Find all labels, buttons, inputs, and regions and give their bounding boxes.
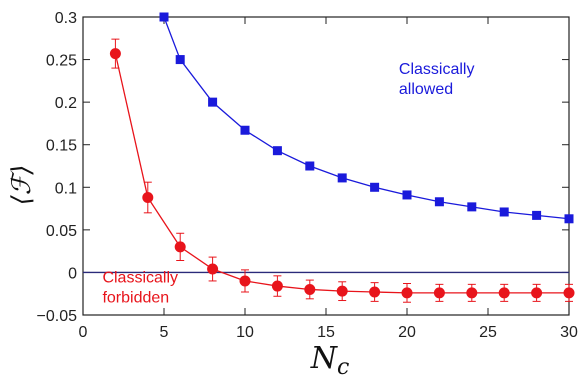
- series-1: [159, 12, 574, 224]
- data-point: [304, 283, 316, 295]
- data-point: [175, 55, 185, 65]
- x-tick-label: 5: [160, 324, 169, 341]
- x-tick-label: 20: [398, 324, 416, 341]
- series-line: [163, 16, 570, 220]
- x-tick-label: 25: [479, 324, 497, 341]
- data-point: [467, 202, 477, 212]
- y-tick-label: 0.15: [46, 138, 77, 155]
- data-point: [174, 241, 186, 253]
- y-tick-label: 0.1: [55, 180, 77, 197]
- data-point: [370, 182, 380, 192]
- data-point: [401, 287, 413, 299]
- x-tick-label: 10: [236, 324, 254, 341]
- x-axis-title-main: N: [310, 341, 339, 376]
- data-point: [240, 125, 250, 135]
- data-point: [239, 275, 251, 287]
- annotation-line: Classically: [102, 270, 178, 287]
- annotation-line: Classically: [399, 61, 475, 78]
- data-point: [433, 287, 445, 299]
- axis-labels-layer: ⟨ℱ⟩ Nc: [7, 165, 349, 377]
- series-2: [109, 38, 575, 303]
- annotation-layer: Classically allowed Classically forbidden: [102, 61, 474, 307]
- data-point: [109, 48, 121, 60]
- data-point: [466, 287, 478, 299]
- annotation-line: forbidden: [102, 290, 169, 307]
- annotation-label: Classically forbidden: [102, 270, 178, 307]
- data-point: [434, 197, 444, 207]
- data-point: [369, 286, 381, 298]
- data-point: [337, 173, 347, 183]
- annotation-label: Classically allowed: [399, 61, 475, 98]
- y-tick-label: 0.05: [46, 223, 77, 240]
- data-point: [159, 12, 169, 22]
- y-tick-label: 0.25: [46, 53, 77, 70]
- y-tick-label: 0: [68, 265, 77, 282]
- data-point: [498, 287, 510, 299]
- data-point: [272, 146, 282, 156]
- series-layer: [109, 12, 575, 303]
- x-axis-title: Nc: [310, 341, 350, 377]
- y-tick-label: 0.3: [55, 10, 77, 27]
- y-tick-label: 0.2: [55, 95, 77, 112]
- data-point: [336, 285, 348, 297]
- data-point: [402, 190, 412, 200]
- data-point: [207, 263, 219, 275]
- y-tick-label: −0.05: [37, 308, 78, 325]
- data-point: [142, 192, 154, 204]
- data-point: [271, 280, 283, 292]
- x-tick-label: 0: [79, 324, 88, 341]
- data-point: [208, 97, 218, 107]
- data-point: [499, 207, 509, 217]
- data-point: [564, 214, 574, 224]
- x-tick-label: 30: [560, 324, 578, 341]
- x-axis-title-subscript: c: [337, 355, 349, 377]
- data-point: [531, 287, 543, 299]
- data-point: [532, 210, 542, 220]
- annotation-line: allowed: [399, 81, 453, 98]
- x-tick-label: 15: [317, 324, 335, 341]
- data-point: [563, 287, 575, 299]
- y-axis-title: ⟨ℱ⟩: [7, 165, 37, 206]
- data-point: [305, 161, 315, 171]
